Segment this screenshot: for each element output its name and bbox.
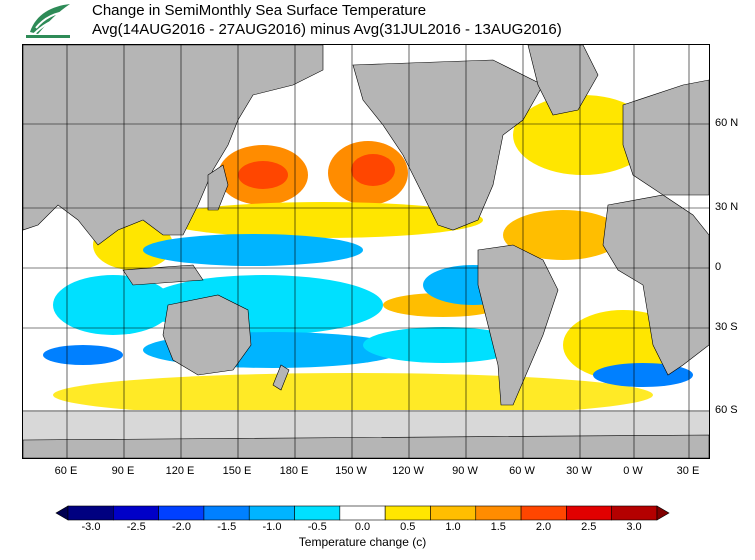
colorbar-tick-label: 0.5	[400, 521, 416, 533]
colorbar-max-arrow	[656, 505, 670, 521]
land-new-zealand	[272, 364, 290, 391]
colorbar-swatch	[520, 505, 567, 521]
colorbar-tick-label: -3.0	[81, 521, 101, 533]
lat-label: 30 S	[715, 321, 738, 333]
colorbar-min-arrow	[55, 505, 69, 521]
colorbar-tick-label: -0.5	[307, 521, 327, 533]
lon-label: 150 W	[335, 465, 367, 477]
lon-label: 30 W	[566, 465, 592, 477]
colorbar-tick-label: 2.0	[535, 521, 552, 533]
lon-label: 180 E	[279, 465, 309, 477]
colorbar-swatch	[611, 505, 658, 521]
map-subtitle: Avg(14AUG2016 - 27AUG2016) minus Avg(31J…	[92, 21, 562, 38]
colorbar-tick-label: -2.0	[172, 521, 191, 533]
sst-anomaly-map	[22, 44, 710, 459]
land-greenland	[527, 45, 599, 116]
land-europe	[622, 79, 709, 196]
colorbar-swatch	[67, 505, 114, 521]
colorbar-title: Temperature change (c)	[298, 535, 427, 549]
land-north-america	[352, 59, 544, 231]
lon-label: 120 W	[392, 465, 424, 477]
lon-label: 120 E	[165, 465, 195, 477]
lat-label: 0	[715, 261, 722, 273]
colorbar-swatch	[248, 505, 295, 521]
land-africa	[602, 194, 709, 376]
land-australia	[162, 294, 252, 376]
lon-label: 0 W	[623, 465, 643, 477]
lat-label: 30 N	[715, 201, 739, 213]
land-japan	[207, 164, 229, 211]
lon-label: 60 E	[54, 465, 78, 477]
colorbar-swatch	[430, 505, 477, 521]
lat-label: 60 S	[715, 404, 738, 416]
colorbar-swatch	[339, 505, 386, 521]
lat-label: 60 N	[715, 117, 739, 129]
map-title: Change in SemiMonthly Sea Surface Temper…	[92, 2, 427, 19]
colorbar-swatch	[113, 505, 159, 521]
colorbar-tick-label: 2.5	[581, 521, 597, 533]
land-masses	[23, 45, 709, 458]
lon-label: 60 W	[509, 465, 535, 477]
colorbar-tick-label: 1.0	[445, 521, 461, 533]
graticule-grid	[23, 45, 709, 458]
colorbar-swatch	[294, 505, 341, 521]
colorbar-tick-label: -1.5	[217, 521, 237, 533]
lon-label: 90 W	[452, 465, 478, 477]
colorbar-swatch	[203, 505, 250, 521]
colorbar-tick-label: 1.5	[490, 521, 506, 533]
colorbar-swatch	[158, 505, 205, 521]
land-south-america	[477, 244, 559, 406]
colorbar-tick-label: 3.0	[626, 521, 642, 533]
noaa-leaf-logo-icon	[26, 4, 70, 38]
lon-label: 30 E	[676, 465, 700, 477]
colorbar-tick-label: -1.0	[262, 521, 282, 533]
colorbar-swatch	[566, 505, 612, 521]
lon-label: 90 E	[111, 465, 135, 477]
cool-patch-tropical-pacific	[143, 234, 363, 266]
colorbar-tick-label: -2.5	[126, 521, 146, 533]
colorbar-swatch	[384, 505, 431, 521]
land-eurasia	[23, 45, 324, 246]
lon-label: 150 E	[222, 465, 252, 477]
land-antarctica	[23, 434, 709, 458]
colorbar-tick-label: 0.0	[354, 521, 371, 533]
colorbar-swatch	[475, 505, 522, 521]
land-indonesia	[122, 264, 204, 286]
